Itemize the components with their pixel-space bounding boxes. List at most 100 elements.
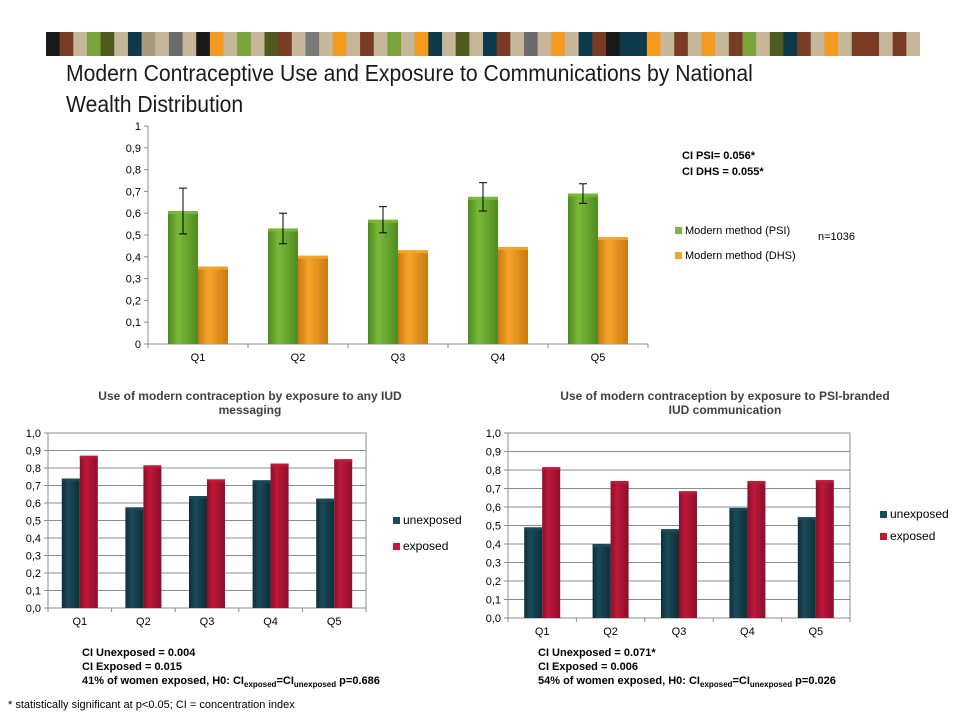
bar-top (797, 517, 816, 521)
y-tick-label: 0,9 (26, 446, 41, 458)
bar (498, 246, 528, 344)
bar (568, 193, 598, 344)
bar-top (61, 478, 80, 482)
x-tick-label: Q2 (603, 626, 618, 638)
stripe-segment (687, 32, 703, 56)
y-tick-label: 0,5 (126, 230, 141, 242)
stripe-segment (592, 32, 607, 56)
hypothesis-right: 54% of women exposed, H0: CIexposed=CIun… (538, 675, 836, 690)
bar (198, 266, 228, 344)
stripe-segment (496, 32, 511, 56)
y-tick-label: 0,8 (26, 463, 41, 475)
chart-title-psi-branded: Use of modern contraception by exposure … (510, 389, 940, 417)
x-tick-label: Q1 (191, 352, 206, 364)
ci-exposed-right: CI Exposed = 0.006 (538, 661, 638, 673)
y-tick-label: 0,3 (486, 558, 501, 570)
bar (524, 527, 543, 618)
chart-psi-branded-exposure: 0,0 0,1 0,2 0,3 0,4 0,5 0,6 0,7 0,8 0,9 1,0 Q1 Q2 Q3 Q… (486, 428, 949, 638)
stripe-segment (387, 32, 402, 56)
stripe-segment (537, 32, 552, 56)
stripe-segment (196, 32, 211, 56)
stripe-segment (86, 32, 102, 56)
stripe-segment (619, 32, 634, 56)
bar-top (316, 498, 335, 502)
x-tick-label: Q1 (72, 616, 87, 628)
stripe-segment (428, 32, 443, 56)
y-tick-label: 0,8 (126, 165, 141, 177)
stripe-segment (346, 32, 361, 56)
bar (661, 529, 679, 618)
legend-label: exposed (403, 539, 448, 553)
bar (79, 455, 98, 608)
bar-top (207, 479, 225, 483)
y-tick-label: 0,6 (26, 498, 41, 510)
legend-label: unexposed (403, 513, 462, 527)
stripe-segment (769, 32, 785, 56)
y-tick-label: 0,6 (486, 502, 501, 514)
stripe-segment (373, 32, 389, 56)
bar (368, 219, 398, 344)
legend-swatch (675, 252, 682, 259)
stripe-segment (646, 32, 662, 56)
bar (143, 465, 162, 608)
stripe-segment (701, 32, 716, 56)
x-tick-label: Q4 (263, 616, 278, 628)
stripe-segment (114, 32, 129, 56)
y-tick-label: 0,1 (126, 317, 141, 329)
legend-label: unexposed (890, 507, 949, 521)
y-tick-label: 0,6 (126, 208, 141, 220)
x-tick-label: Q3 (200, 616, 215, 628)
stripe-segment (291, 32, 307, 56)
bar (125, 507, 144, 608)
legend-swatch (675, 227, 682, 234)
bar (815, 480, 834, 618)
stripe-segment (523, 32, 539, 56)
chart-title-line-1: Use of modern contraception by exposure … (560, 389, 890, 403)
stripe-segment (633, 32, 648, 56)
ci-exposed-left: CI Exposed = 0.015 (82, 661, 182, 673)
stripe-segment (401, 32, 416, 56)
x-tick-label: Q4 (740, 626, 755, 638)
y-tick-label: 0,8 (486, 465, 501, 477)
stripe-segment (223, 32, 238, 56)
bar (679, 491, 697, 618)
y-tick-label: 0,0 (486, 613, 501, 625)
bar (797, 517, 816, 618)
x-tick-label: Q2 (291, 352, 306, 364)
stripe-segment (414, 32, 429, 56)
stripe-segment (483, 32, 498, 56)
y-tick-label: 0,2 (486, 576, 501, 588)
bar-top (592, 544, 611, 547)
stripe-segment (892, 32, 907, 56)
bar-top (598, 237, 628, 241)
y-tick-label: 0,7 (26, 481, 41, 493)
x-tick-label: Q2 (136, 616, 151, 628)
bar (316, 498, 335, 608)
stripe-segment (879, 32, 894, 56)
stripe-segment (155, 32, 170, 56)
bar-top (79, 455, 98, 459)
chart-title-line-2: IUD communication (668, 403, 782, 417)
stripe-segment (168, 32, 184, 56)
stripe-segment (510, 32, 525, 56)
stripe-segment (728, 32, 744, 56)
stripe-segment (906, 32, 920, 56)
stripe-segment (141, 32, 156, 56)
y-tick-label: 0,7 (126, 186, 141, 198)
chart-title-any-iud: Use of modern contraception by exposure … (40, 389, 460, 417)
stripe-segment (810, 32, 826, 56)
bar-top (298, 255, 328, 259)
legend-label: Modern method (DHS) (685, 250, 796, 262)
bar (468, 196, 498, 344)
stripe-segment (715, 32, 730, 56)
bar (729, 507, 748, 618)
y-tick-label: 0,4 (486, 539, 501, 551)
chart-title-line-1: Use of modern contraception by exposure … (98, 389, 402, 403)
y-tick-label: 0,5 (26, 516, 41, 528)
stripe-segment (605, 32, 621, 56)
bar-top (661, 529, 679, 533)
stripe-segment (100, 32, 115, 56)
stripe-segment (332, 32, 348, 56)
chart-title-line-2: messaging (218, 403, 282, 417)
bar (207, 479, 225, 608)
